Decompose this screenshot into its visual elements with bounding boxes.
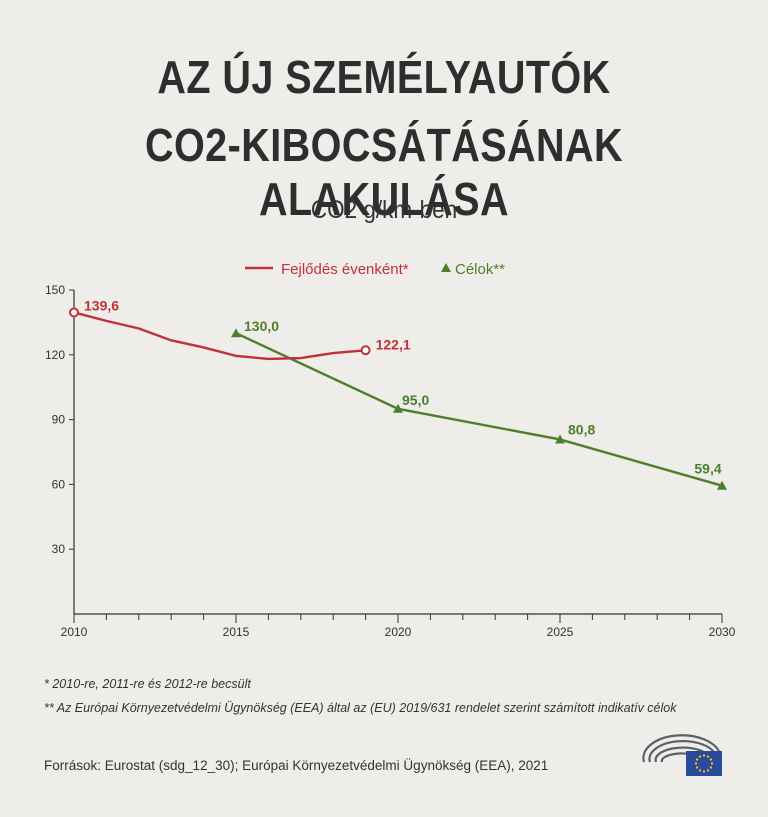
target-point-2030 (717, 480, 727, 490)
footnote-estimated: * 2010-re, 2011-re és 2012-re becsült (44, 677, 251, 691)
eu-star-icon (695, 758, 699, 761)
x-tick-label: 2015 (223, 625, 250, 639)
co2-line-chart: 30 60 90 120 150 2010 2015 2020 2025 2030 130,0 95,… (45, 261, 736, 639)
series-line-fejlodes (73, 311, 366, 361)
progress-label-2010: 139,6 (84, 297, 119, 313)
y-tick-label: 60 (52, 477, 66, 491)
x-tick-label: 2025 (547, 625, 574, 639)
progress-point-2010 (69, 307, 79, 318)
legend-label-celok: Célok** (455, 261, 505, 278)
target-label-2030: 59,4 (694, 461, 721, 477)
target-label-2025: 80,8 (568, 421, 595, 437)
eu-star-icon (709, 766, 713, 769)
target-label-2020: 95,0 (402, 392, 429, 408)
y-tick-label: 90 (52, 413, 66, 427)
title-line-1: AZ ÚJ SZEMÉLYAUTÓK (157, 51, 611, 103)
x-tick-label: 2020 (385, 625, 412, 639)
eu-star-icon (695, 766, 699, 769)
eu-star-icon (710, 762, 714, 765)
footnote-targets: ** Az Európai Környezetvédelmi Ügynökség… (44, 701, 677, 715)
eu-star-icon (706, 769, 710, 772)
european-parliament-logo (642, 734, 722, 776)
eu-star-icon (702, 770, 706, 773)
title-line-2: CO2-KIBOCSÁTÁSÁNAK ALAKULÁSA (144, 119, 624, 225)
series-line-celok (235, 332, 723, 487)
target-point-2020 (393, 403, 403, 413)
target-point-2015 (231, 328, 241, 338)
eu-star-icon (706, 755, 710, 758)
target-label-2015: 130,0 (244, 318, 279, 334)
target-point-2025 (555, 434, 565, 444)
legend-swatch-celok (441, 263, 451, 272)
x-tick-label: 2030 (709, 625, 736, 639)
eu-star-icon (694, 762, 698, 765)
eu-star-icon (709, 758, 713, 761)
eu-star-icon (698, 755, 702, 758)
progress-point-2019 (360, 345, 371, 356)
eu-star-icon (702, 754, 706, 757)
eu-star-icon (698, 769, 702, 772)
y-tick-label: 150 (45, 283, 65, 297)
chart-subtitle: CO2 g/km-ben (310, 196, 458, 224)
source-text: Források: Eurostat (sdg_12_30); Európai … (44, 758, 549, 773)
y-tick-label: 120 (45, 348, 65, 362)
x-tick-label: 2010 (61, 625, 88, 639)
y-tick-label: 30 (52, 542, 66, 556)
legend-label-fejlodes: Fejlődés évenként* (281, 261, 409, 278)
progress-label-2019: 122,1 (376, 336, 411, 352)
